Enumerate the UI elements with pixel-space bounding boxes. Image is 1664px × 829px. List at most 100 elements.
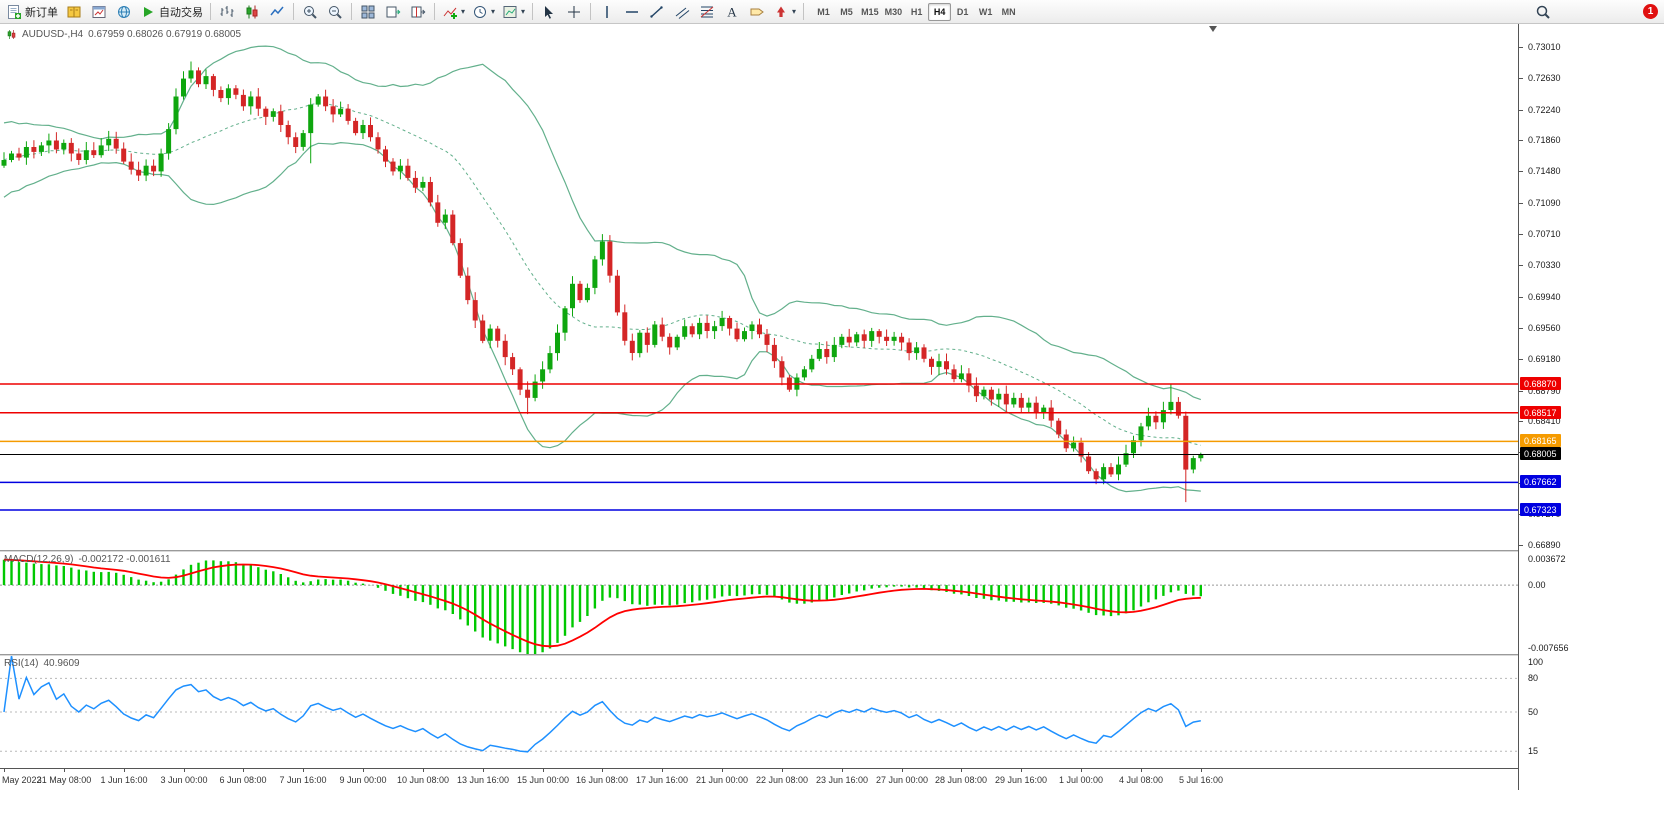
- toolbar-separator: [590, 3, 592, 20]
- indicator-tick-label: 80: [1528, 673, 1539, 683]
- toolbar-separator: [293, 3, 294, 20]
- horizontal-line-button[interactable]: [620, 1, 644, 22]
- new-order-button[interactable]: 新订单: [3, 1, 61, 22]
- time-axis-label: 1 Jun 16:00: [100, 775, 148, 785]
- timeframe-button-m1[interactable]: M1: [812, 3, 835, 21]
- navigator-button[interactable]: [112, 1, 136, 22]
- play-icon: [144, 6, 153, 17]
- main-chart-canvas[interactable]: [0, 24, 1518, 550]
- chart-candles-button[interactable]: [240, 1, 264, 22]
- price-tick-label: 0.72630: [1528, 72, 1561, 83]
- clock-icon: [474, 5, 487, 18]
- price-tick-label: 0.68410: [1528, 416, 1561, 427]
- timeframe-button-m15[interactable]: M15: [858, 3, 882, 21]
- time-axis-label: 22 Jun 08:00: [755, 775, 809, 785]
- tile-windows-button[interactable]: [356, 1, 380, 22]
- timeframe-button-d1[interactable]: D1: [951, 3, 974, 21]
- price-tick-mark: [1519, 203, 1523, 204]
- search-button[interactable]: [1531, 1, 1555, 22]
- macd-indicator-values: -0.002172 -0.001611: [78, 554, 171, 565]
- timeframe-button-h1[interactable]: H1: [905, 3, 928, 21]
- channel-icon: [675, 7, 690, 19]
- arrow-icon: [777, 6, 786, 17]
- price-line-badge: 0.68005: [1520, 447, 1561, 460]
- panel-divider[interactable]: [0, 550, 1664, 552]
- time-tick-mark: [842, 769, 843, 772]
- time-axis-label: 27 Jun 00:00: [875, 775, 929, 785]
- price-tick-mark: [1519, 265, 1523, 266]
- autotrading-button[interactable]: 自动交易: [137, 1, 206, 22]
- toolbar-separator: [803, 3, 805, 20]
- trendline-button[interactable]: [645, 1, 669, 22]
- fibonacci-button[interactable]: [695, 1, 719, 22]
- price-axis[interactable]: 0.73010 0.72630 0.72240 0.71860 0.71480 0.710…: [1518, 24, 1664, 790]
- zoom-in-icon: [303, 5, 317, 19]
- crosshair-button[interactable]: [562, 1, 586, 22]
- rsi-label-line: RSI(14) 40.9609: [4, 658, 80, 669]
- periods-button[interactable]: ▾: [469, 1, 498, 22]
- arrows-button[interactable]: ▾: [770, 1, 799, 22]
- fibonacci-icon: [700, 6, 714, 17]
- price-tick-mark: [1519, 140, 1523, 141]
- auto-scroll-button[interactable]: [381, 1, 405, 22]
- chart-shift-button[interactable]: [406, 1, 430, 22]
- chart-window-icon: [92, 5, 106, 18]
- time-tick-mark: [1081, 769, 1082, 772]
- timeframe-button-w1[interactable]: W1: [974, 3, 997, 21]
- chart-shift-marker[interactable]: [1209, 26, 1217, 32]
- timeframe-button-m30[interactable]: M30: [882, 3, 906, 21]
- indicator-tick-label: 0.00: [1528, 580, 1546, 590]
- zoom-out-icon: [328, 5, 342, 19]
- time-axis-label: 15 Jun 00:00: [516, 775, 570, 785]
- indicator-tick-label: 0.003672: [1528, 554, 1566, 564]
- indicators-button[interactable]: ▾: [439, 1, 468, 22]
- price-tick-mark: [1519, 234, 1523, 235]
- new-order-label: 新订单: [25, 6, 58, 19]
- auto-scroll-icon: [386, 6, 401, 17]
- timeframe-button-h4[interactable]: H4: [928, 2, 952, 21]
- rsi-panel-canvas[interactable]: [0, 656, 1518, 768]
- text-button[interactable]: [720, 1, 744, 22]
- timeframe-button-mn[interactable]: MN: [997, 3, 1020, 21]
- notification-badge[interactable]: 1: [1643, 4, 1658, 19]
- globe-icon: [118, 5, 130, 18]
- timeframe-button-m5[interactable]: M5: [835, 3, 858, 21]
- price-tick-mark: [1519, 47, 1523, 48]
- macd-indicator-name: MACD(12,26,9): [4, 554, 74, 565]
- bollinger-middle-band: [3, 102, 1201, 446]
- cursor-button[interactable]: [537, 1, 561, 22]
- vertical-line-button[interactable]: [595, 1, 619, 22]
- chevron-down-icon: ▾: [491, 6, 496, 16]
- data-window-button[interactable]: [87, 1, 111, 22]
- price-tick-label: 0.72240: [1528, 104, 1561, 115]
- channel-button[interactable]: [670, 1, 694, 22]
- zoom-out-button[interactable]: [323, 1, 347, 22]
- panel-divider[interactable]: [0, 654, 1664, 656]
- time-tick-mark: [363, 769, 364, 772]
- chevron-down-icon: ▾: [461, 6, 466, 16]
- macd-panel-canvas[interactable]: [0, 552, 1518, 654]
- toolbar-separator: [532, 3, 534, 20]
- templates-button[interactable]: ▾: [499, 1, 528, 22]
- zoom-in-button[interactable]: [298, 1, 322, 22]
- toolbar-separator: [351, 3, 352, 20]
- time-axis-label: 13 Jun 16:00: [456, 775, 510, 785]
- rsi-indicator-name: RSI(14): [4, 658, 39, 669]
- time-axis-label: 4 Jul 08:00: [1118, 775, 1164, 785]
- chart-line-button[interactable]: [265, 1, 289, 22]
- rsi-indicator-value: 40.9609: [43, 658, 80, 669]
- price-tick-mark: [1519, 421, 1523, 422]
- text-label-button[interactable]: [745, 1, 769, 22]
- price-tick-mark: [1519, 328, 1523, 329]
- price-tick-label: 0.71090: [1528, 198, 1561, 209]
- price-tick-label: 0.73010: [1528, 41, 1561, 52]
- price-tick-label: 0.68790: [1528, 385, 1561, 396]
- horizontal-line-objects[interactable]: [0, 383, 1518, 511]
- market-watch-button[interactable]: [62, 1, 86, 22]
- indicator-tick-label: -0.007656: [1528, 643, 1569, 653]
- price-tick-label: 0.69180: [1528, 353, 1561, 364]
- price-tick-mark: [1519, 359, 1523, 360]
- price-tick-label: 0.69940: [1528, 291, 1561, 302]
- time-axis[interactable]: May 2022 31 May 08:00 1 Jun 16:00 3 Jun 00:…: [0, 768, 1664, 790]
- chart-bars-button[interactable]: [215, 1, 239, 22]
